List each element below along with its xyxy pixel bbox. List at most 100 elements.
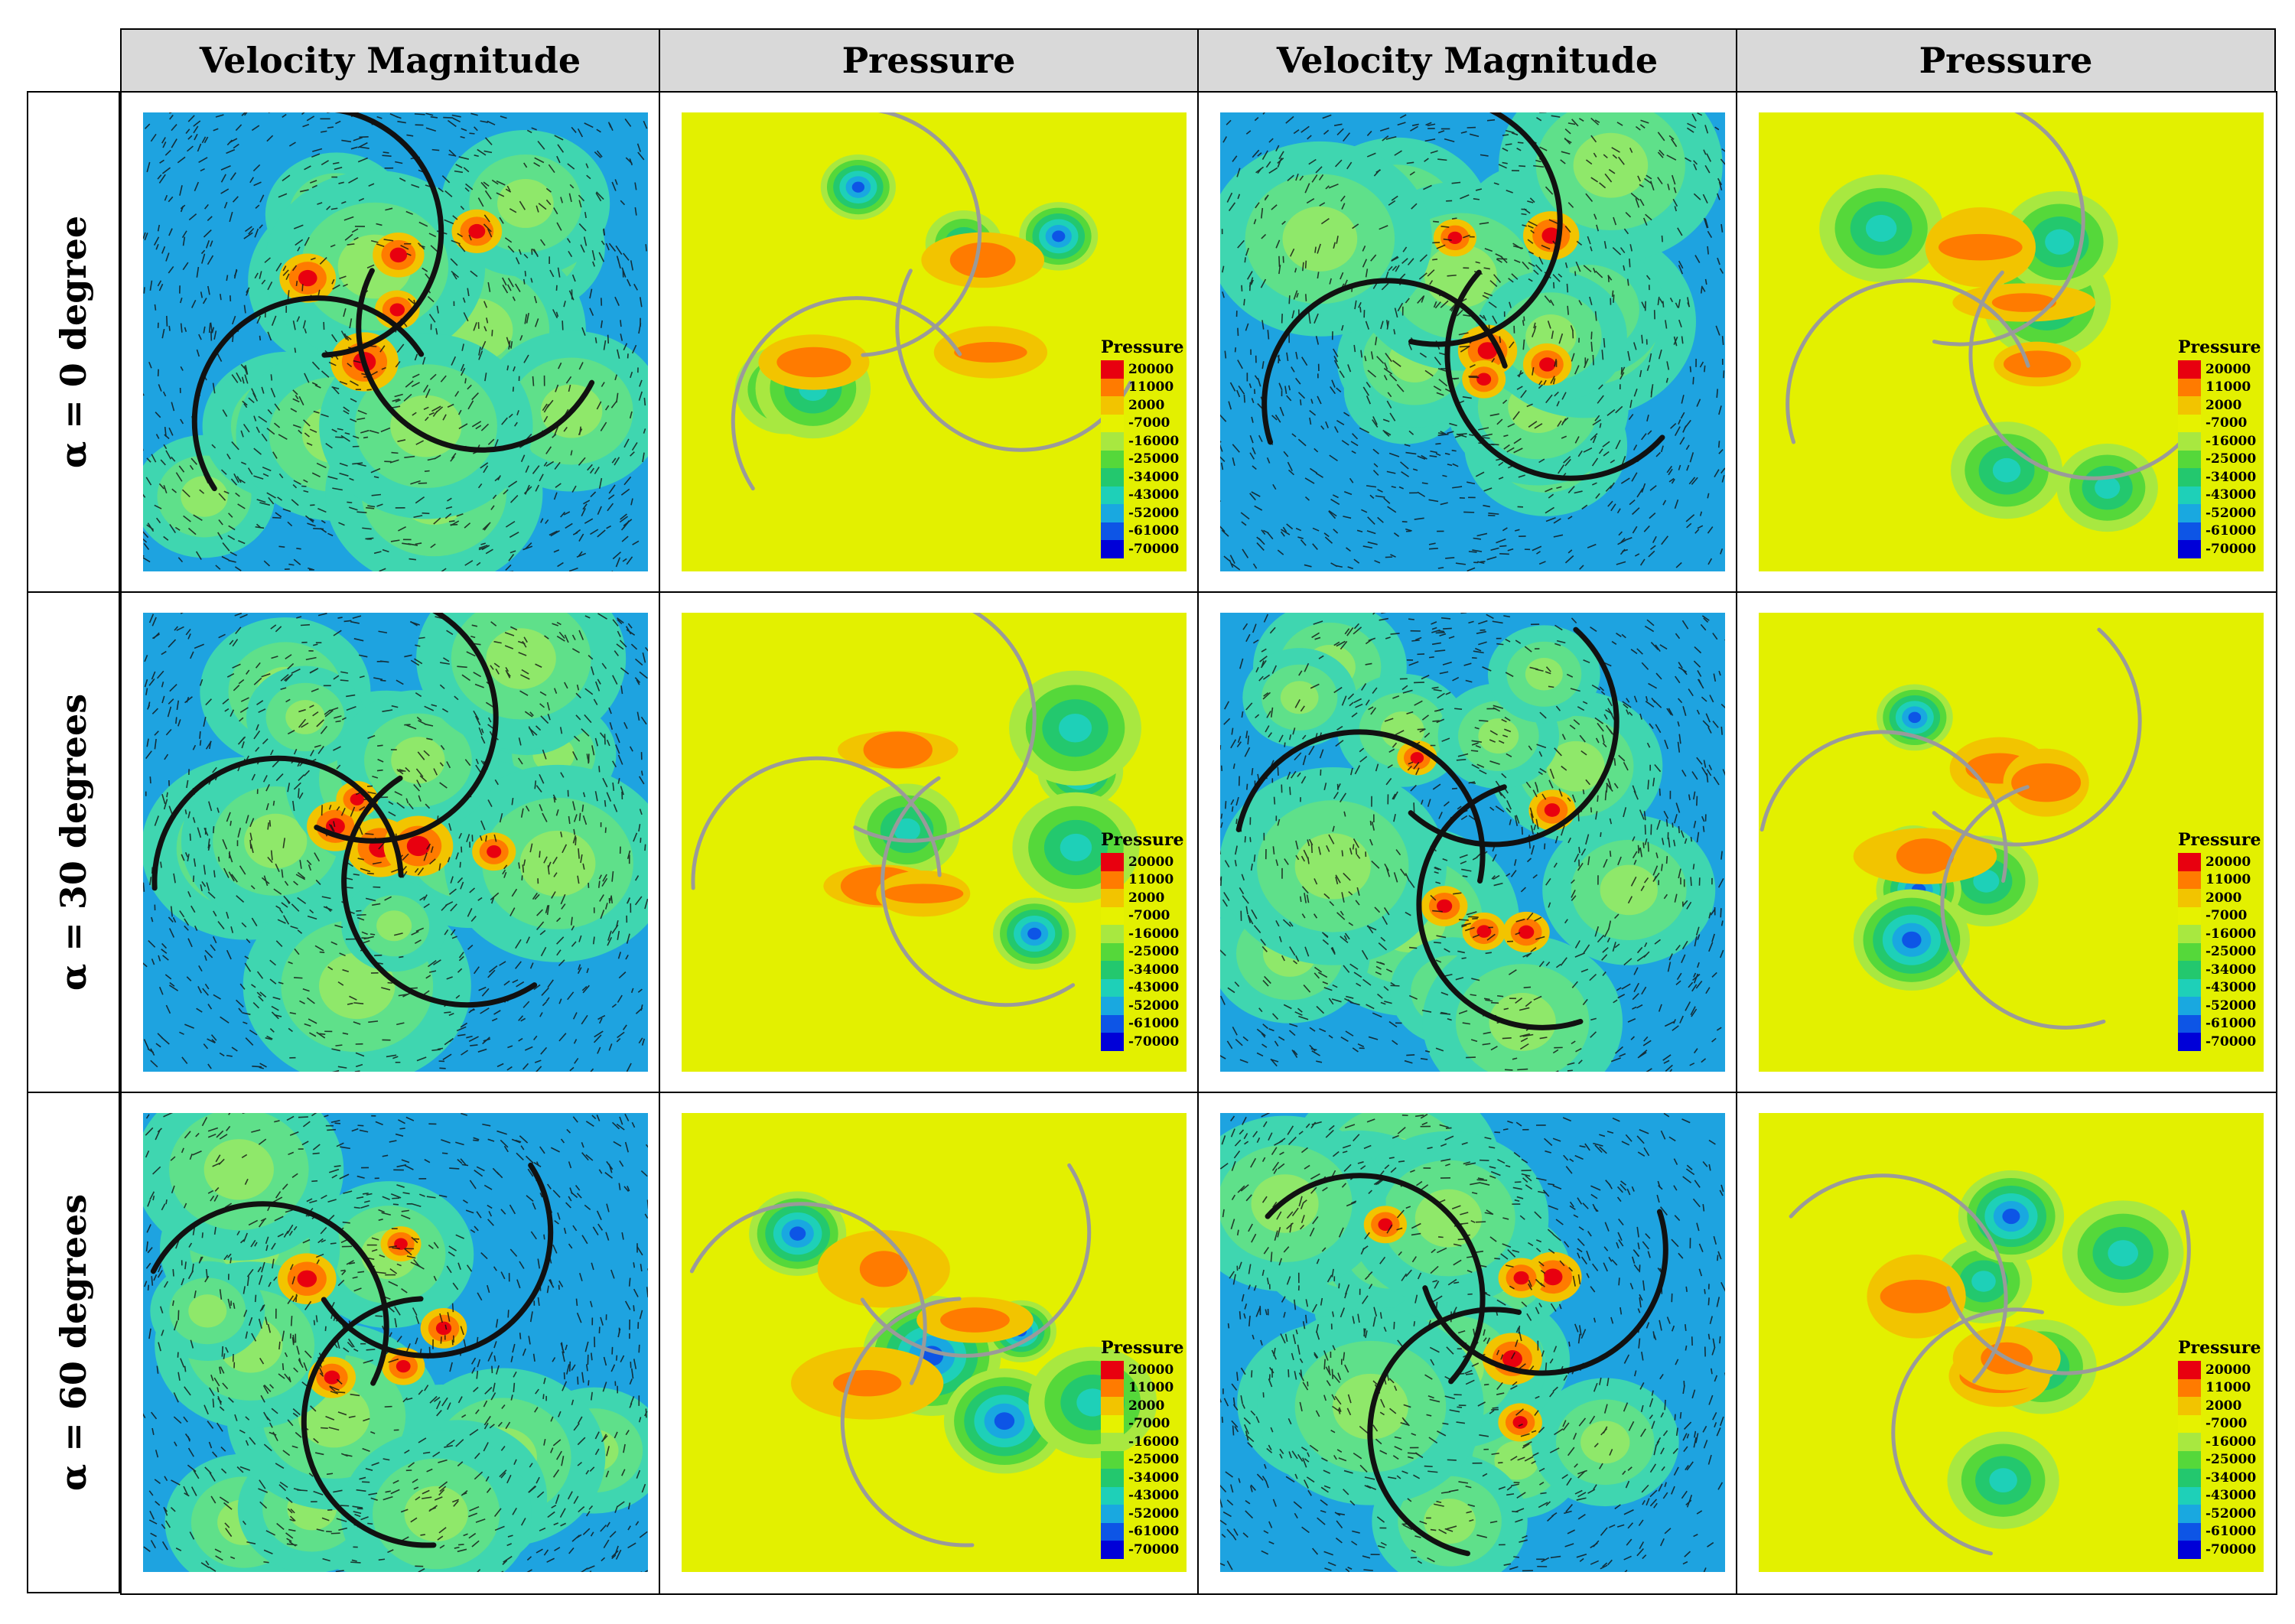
legend-entry: -52000 xyxy=(2178,997,2264,1015)
legend-value: -16000 xyxy=(2205,1434,2257,1450)
legend-value: -34000 xyxy=(2205,469,2257,485)
pressure-contour-panel-r1-c2: Pressure 20000 11000 2000 -7000 -16000 -25000 -… xyxy=(659,91,1200,594)
column-header-velocity-2: Velocity Magnitude xyxy=(1197,28,1737,93)
column-header-pressure-1: Pressure xyxy=(659,28,1199,93)
legend-value: -16000 xyxy=(2205,433,2257,449)
legend-entry: -43000 xyxy=(1101,486,1187,504)
legend-entry: -25000 xyxy=(2178,450,2264,468)
legend-entry: -25000 xyxy=(1101,942,1187,961)
legend-entry: -25000 xyxy=(1101,1450,1187,1469)
legend-value: 2000 xyxy=(1128,1398,1165,1414)
legend-entry: -16000 xyxy=(1101,432,1187,451)
legend-entry: -61000 xyxy=(1101,1522,1187,1541)
legend-swatch xyxy=(1101,432,1124,451)
legend-entry: -43000 xyxy=(1101,1486,1187,1505)
legend-value: -61000 xyxy=(1128,523,1180,539)
legend-swatch xyxy=(2178,486,2201,504)
legend-value: -34000 xyxy=(1128,962,1180,978)
legend-value: 11000 xyxy=(2205,1380,2251,1396)
legend-entry: -61000 xyxy=(1101,1014,1187,1033)
legend-entry: -16000 xyxy=(1101,1433,1187,1451)
legend-value: -52000 xyxy=(1128,1505,1180,1521)
legend-swatch xyxy=(1101,906,1124,925)
legend-swatch xyxy=(1101,378,1124,396)
legend-value: -16000 xyxy=(2205,926,2257,942)
legend-swatch xyxy=(1101,522,1124,540)
pressure-contour-image xyxy=(682,613,1187,1072)
legend-value: -25000 xyxy=(2205,944,2257,960)
legend-entry: 11000 xyxy=(1101,1378,1187,1397)
legend-swatch xyxy=(2178,961,2201,979)
legend-value: -70000 xyxy=(1128,1033,1180,1050)
legend-value: 2000 xyxy=(1128,890,1165,906)
legend-title: Pressure xyxy=(1101,1338,1184,1358)
legend-title: Pressure xyxy=(1101,830,1184,850)
velocity-vector-image xyxy=(1220,112,1725,571)
legend-entry: 11000 xyxy=(1101,871,1187,889)
legend-entry: 20000 xyxy=(2178,360,2264,379)
legend-value: -43000 xyxy=(1128,980,1180,996)
legend-value: -34000 xyxy=(2205,962,2257,978)
legend-value: -52000 xyxy=(2205,1505,2257,1521)
legend-value: -70000 xyxy=(1128,1541,1180,1557)
legend-value: -16000 xyxy=(1128,433,1180,449)
legend-entry: -7000 xyxy=(1101,1414,1187,1433)
legend-entry: -7000 xyxy=(2178,906,2264,925)
legend-value: -25000 xyxy=(1128,944,1180,960)
legend-entry: 20000 xyxy=(2178,853,2264,871)
legend-value: 2000 xyxy=(1128,397,1165,413)
legend-value: -61000 xyxy=(1128,1524,1180,1540)
legend-entry: -43000 xyxy=(2178,978,2264,997)
legend-value: -43000 xyxy=(2205,1488,2257,1504)
legend-entry: -61000 xyxy=(2178,522,2264,540)
pressure-legend: Pressure 20000 11000 2000 -7000 -16000 -25000-… xyxy=(1101,337,1187,558)
legend-entry: 2000 xyxy=(1101,396,1187,415)
legend-entry: 11000 xyxy=(2178,378,2264,396)
legend-entry: -7000 xyxy=(1101,414,1187,432)
legend-value: -70000 xyxy=(2205,541,2257,557)
legend-value: 2000 xyxy=(2205,890,2242,906)
legend-entry: -16000 xyxy=(2178,925,2264,943)
velocity-magnitude-panel-r3-c1 xyxy=(120,1092,662,1595)
row-label-text: α = 30 degrees xyxy=(53,693,94,991)
legend-value: -70000 xyxy=(2205,1541,2257,1557)
legend-value: 11000 xyxy=(2205,379,2251,395)
legend-entry: 2000 xyxy=(1101,889,1187,907)
legend-swatch xyxy=(2178,1541,2201,1559)
legend-swatch xyxy=(2178,942,2201,961)
legend-value: -70000 xyxy=(1128,541,1180,557)
legend-swatch xyxy=(1101,1450,1124,1469)
legend-swatch xyxy=(1101,1433,1124,1451)
pressure-legend: Pressure 20000 11000 2000 -7000 -16000 -25000-… xyxy=(2178,1338,2264,1559)
legend-value: -34000 xyxy=(2205,1469,2257,1486)
velocity-vector-image xyxy=(1220,613,1725,1072)
legend-swatch xyxy=(1101,925,1124,943)
legend-swatch xyxy=(2178,1450,2201,1469)
legend-swatch xyxy=(1101,486,1124,504)
legend-value: 20000 xyxy=(1128,1362,1174,1378)
legend-value: 2000 xyxy=(2205,397,2242,413)
legend-entry: 11000 xyxy=(2178,871,2264,889)
legend-entry: -25000 xyxy=(1101,450,1187,468)
legend-entry: -34000 xyxy=(1101,468,1187,487)
legend-swatch xyxy=(2178,1397,2201,1415)
legend-value: 11000 xyxy=(2205,872,2251,888)
legend-entry: -7000 xyxy=(1101,906,1187,925)
legend-entry: -52000 xyxy=(1101,504,1187,522)
legend-value: 11000 xyxy=(1128,1380,1174,1396)
legend-swatch xyxy=(1101,889,1124,907)
legend-value: -43000 xyxy=(1128,487,1180,503)
legend-swatch xyxy=(2178,925,2201,943)
legend-entry: -61000 xyxy=(2178,1014,2264,1033)
legend-swatch xyxy=(2178,1014,2201,1033)
legend-value: 20000 xyxy=(2205,361,2251,377)
legend-entry: 2000 xyxy=(1101,1397,1187,1415)
legend-entry: 2000 xyxy=(2178,889,2264,907)
legend-swatch xyxy=(1101,997,1124,1015)
legend-swatch xyxy=(1101,468,1124,487)
legend-swatch xyxy=(2178,1505,2201,1523)
legend-swatch xyxy=(1101,1033,1124,1051)
legend-swatch xyxy=(2178,360,2201,379)
legend-title: Pressure xyxy=(2178,1338,2261,1358)
